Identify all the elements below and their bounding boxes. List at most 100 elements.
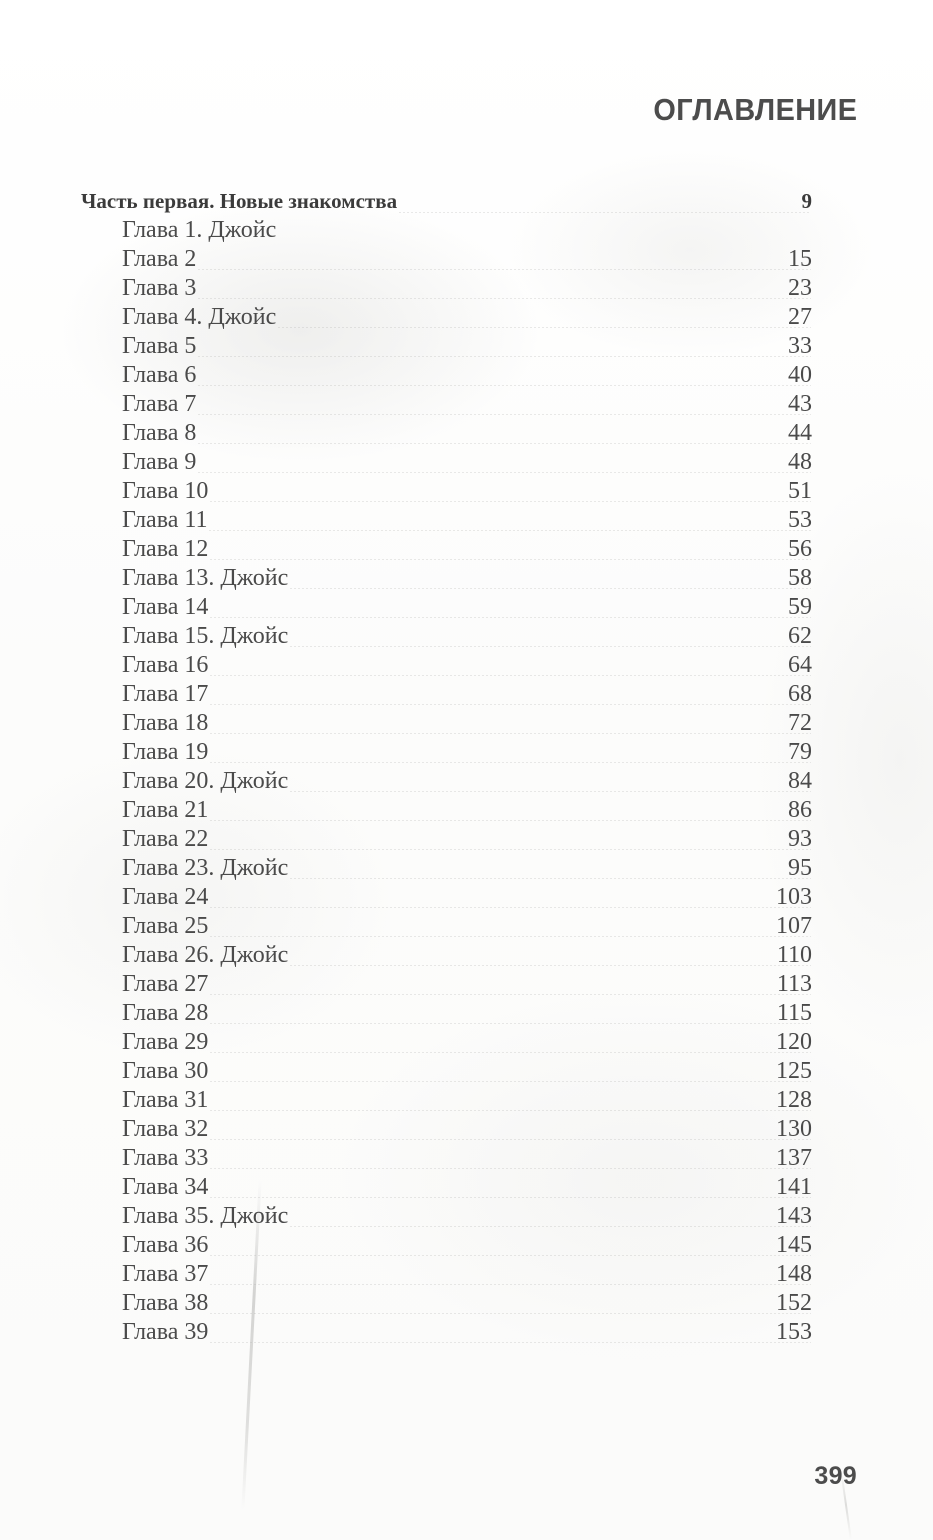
toc-dot-leader [289, 1226, 811, 1227]
toc-dot-leader [197, 269, 811, 270]
toc-dot-leader [289, 588, 811, 589]
toc-dot-leader [209, 1023, 811, 1024]
toc-chapter-entry[interactable]: Глава 36 145 [0, 1231, 933, 1260]
toc-entry-page-number: 113 [776, 971, 812, 997]
toc-entry-page-number: 56 [788, 536, 812, 562]
toc-chapter-entry[interactable]: Глава 3 23 [0, 274, 933, 303]
toc-entry-page-number: 48 [788, 449, 812, 475]
toc-entry-label: Глава 13. Джойс [122, 565, 289, 591]
toc-chapter-entry[interactable]: Глава 2 15 [0, 245, 933, 274]
toc-dot-leader [398, 212, 811, 213]
toc-chapter-entry[interactable]: Глава 19 79 [0, 738, 933, 767]
toc-dot-leader [209, 704, 811, 705]
toc-entry-label: Глава 24 [122, 884, 209, 910]
toc-chapter-entry[interactable]: Глава 5 33 [0, 332, 933, 361]
toc-list: Часть первая. Новые знакомства 9 Глава 1. … [0, 186, 933, 1347]
toc-chapter-entry[interactable]: Глава 12 56 [0, 535, 933, 564]
toc-chapter-entry[interactable]: Глава 39 153 [0, 1318, 933, 1347]
page-title: ОГЛАВЛЕНИЕ [652, 92, 857, 127]
toc-chapter-entry[interactable]: Глава 13. Джойс 58 [0, 564, 933, 593]
toc-entry-label: Глава 16 [122, 652, 209, 678]
toc-chapter-entry[interactable]: Глава 38 152 [0, 1289, 933, 1318]
toc-dot-leader [209, 1255, 811, 1256]
toc-chapter-entry[interactable]: Глава 24 103 [0, 883, 933, 912]
toc-entry-page-number: 95 [788, 855, 812, 881]
toc-chapter-entry[interactable]: Глава 34 141 [0, 1173, 933, 1202]
toc-entry-page-number: 152 [776, 1290, 812, 1316]
toc-chapter-entry[interactable]: Глава 22 93 [0, 825, 933, 854]
toc-entry-page-number: 64 [788, 652, 812, 678]
toc-chapter-entry[interactable]: Глава 27 113 [0, 970, 933, 999]
toc-dot-leader [197, 472, 811, 473]
toc-entry-page-number: 128 [776, 1087, 812, 1113]
toc-part-entry[interactable]: Часть первая. Новые знакомства 9 [0, 186, 933, 216]
toc-dot-leader [289, 791, 811, 792]
toc-entry-page-number: 120 [776, 1029, 812, 1055]
toc-chapter-entry[interactable]: Глава 18 72 [0, 709, 933, 738]
toc-chapter-entry[interactable]: Глава 35. Джойс 143 [0, 1202, 933, 1231]
toc-entry-page-number: 141 [776, 1174, 812, 1200]
toc-chapter-entry[interactable]: Глава 7 43 [0, 390, 933, 419]
toc-entry-page-number: 51 [788, 478, 812, 504]
toc-chapter-entry[interactable]: Глава 29 120 [0, 1028, 933, 1057]
toc-dot-leader [289, 965, 811, 966]
toc-entry-label: Глава 3 [122, 275, 197, 301]
toc-chapter-entry[interactable]: Глава 31 128 [0, 1086, 933, 1115]
toc-entry-label: Глава 33 [122, 1145, 209, 1171]
toc-chapter-entry[interactable]: Глава 6 40 [0, 361, 933, 390]
toc-chapter-entry[interactable]: Глава 26. Джойс 110 [0, 941, 933, 970]
toc-chapter-entry[interactable]: Глава 15. Джойс 62 [0, 622, 933, 651]
toc-entry-label: Глава 38 [122, 1290, 209, 1316]
toc-chapter-entry[interactable]: Глава 28 115 [0, 999, 933, 1028]
toc-entry-label: Глава 19 [122, 739, 209, 765]
toc-entry-page-number: 84 [788, 768, 812, 794]
toc-entry-label: Глава 22 [122, 826, 209, 852]
toc-dot-leader [209, 994, 811, 995]
toc-chapter-entry[interactable]: Глава 20. Джойс 84 [0, 767, 933, 796]
toc-entry-page-number: 62 [788, 623, 812, 649]
toc-chapter-entry[interactable]: Глава 8 44 [0, 419, 933, 448]
toc-chapter-entry[interactable]: Глава 21 86 [0, 796, 933, 825]
toc-chapter-entry[interactable]: Глава 33 137 [0, 1144, 933, 1173]
toc-chapter-entry[interactable]: Глава 10 51 [0, 477, 933, 506]
toc-entry-page-number: 148 [776, 1261, 812, 1287]
toc-entry-label: Глава 7 [122, 391, 197, 417]
toc-chapter-entry[interactable]: Глава 1. Джойс [0, 216, 933, 245]
toc-entry-page-number: 40 [788, 362, 812, 388]
toc-entry-page-number: 107 [776, 913, 812, 939]
toc-entry-label: Глава 37 [122, 1261, 209, 1287]
toc-chapter-entry[interactable]: Глава 25 107 [0, 912, 933, 941]
toc-chapter-entry[interactable]: Глава 4. Джойс 27 [0, 303, 933, 332]
toc-dot-leader [209, 849, 811, 850]
toc-chapter-entry[interactable]: Глава 37 148 [0, 1260, 933, 1289]
toc-entry-page-number: 110 [776, 942, 812, 968]
toc-chapter-entry[interactable]: Глава 9 48 [0, 448, 933, 477]
toc-chapter-entry[interactable]: Глава 17 68 [0, 680, 933, 709]
toc-entry-label: Глава 39 [122, 1319, 209, 1345]
toc-dot-leader [209, 1313, 811, 1314]
toc-dot-leader [209, 1081, 811, 1082]
toc-entry-page-number: 68 [788, 681, 812, 707]
toc-entry-label: Глава 12 [122, 536, 209, 562]
toc-dot-leader [209, 1110, 811, 1111]
toc-dot-leader [209, 820, 811, 821]
toc-dot-leader [277, 327, 811, 328]
toc-entry-label: Глава 9 [122, 449, 197, 475]
toc-chapter-entry[interactable]: Глава 16 64 [0, 651, 933, 680]
toc-chapter-entry[interactable]: Глава 32 130 [0, 1115, 933, 1144]
toc-entry-label: Глава 26. Джойс [122, 942, 289, 968]
toc-entry-label: Глава 8 [122, 420, 197, 446]
toc-chapter-entry[interactable]: Глава 30 125 [0, 1057, 933, 1086]
toc-entry-label: Глава 36 [122, 1232, 209, 1258]
toc-chapter-entry[interactable]: Глава 11 53 [0, 506, 933, 535]
toc-chapter-entry[interactable]: Глава 23. Джойс 95 [0, 854, 933, 883]
toc-chapter-entry[interactable]: Глава 14 59 [0, 593, 933, 622]
toc-entry-label: Глава 18 [122, 710, 209, 736]
toc-entry-label: Глава 15. Джойс [122, 623, 289, 649]
toc-dot-leader [289, 878, 811, 879]
toc-entry-page-number: 86 [788, 797, 812, 823]
toc-dot-leader [209, 501, 811, 502]
toc-entry-label: Глава 5 [122, 333, 197, 359]
toc-entry-label: Глава 23. Джойс [122, 855, 289, 881]
